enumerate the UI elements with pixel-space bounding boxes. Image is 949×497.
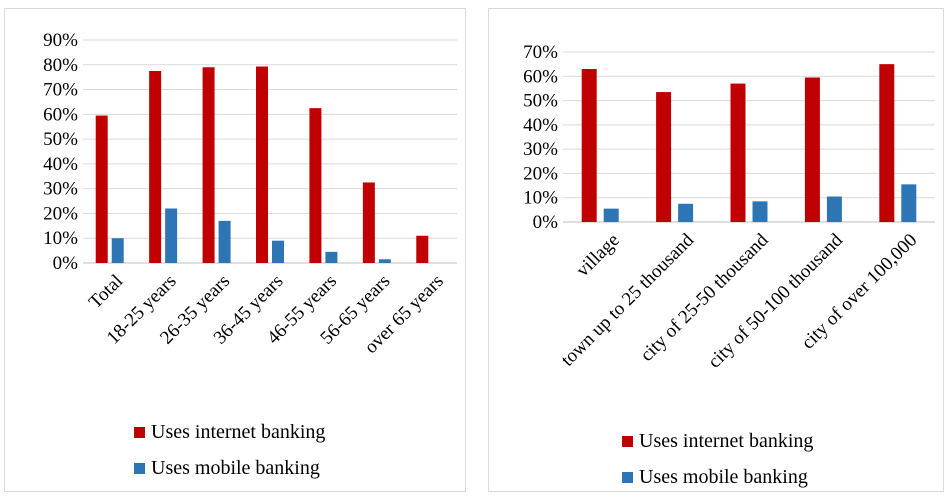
y-tick-label: 90% (43, 30, 78, 51)
legend-item-mobile: Uses mobile banking (622, 459, 813, 495)
legend-item-mobile: Uses mobile banking (134, 450, 325, 486)
legend-swatch-mobile (622, 471, 633, 483)
y-tick-label: 10% (523, 188, 558, 209)
y-tick-label: 0% (533, 212, 559, 233)
legend-label-mobile: Uses mobile banking (639, 465, 808, 488)
chart-panel-settlement: 0% 10% 20% 30% 40% 50% 60% 70% village town up to… (488, 8, 944, 492)
y-tick-label: 40% (523, 115, 558, 136)
bar-mobile-banking (325, 251, 338, 263)
bar-mobile-banking (378, 259, 391, 263)
bar-mobile-banking (272, 240, 284, 263)
chart-panel-age: 0% 10% 20% 30% 40% 50% 60% 70% 80% 90% Total 18-25 … (4, 8, 466, 492)
bar-internet-banking (416, 235, 429, 263)
y-tick-label: 40% (43, 154, 78, 175)
y-tick-label: 80% (43, 55, 78, 76)
y-tick-label: 20% (523, 163, 558, 184)
bar-internet-banking (256, 66, 268, 263)
x-tick-label: Total (85, 271, 127, 313)
x-tick-label: village (572, 230, 623, 281)
legend-label-internet: Uses internet banking (639, 429, 814, 452)
x-tick-label: city of 25-50 thousand (636, 229, 772, 365)
y-tick-label: 30% (43, 179, 78, 200)
y-tick-label: 20% (43, 203, 78, 224)
chart-age-svg: 0%10%20%30%40%50%60%70%80%90%Total18-25 … (43, 30, 457, 358)
bar-internet-banking (309, 108, 322, 263)
bar-internet-banking (879, 64, 895, 222)
bar-mobile-banking (901, 184, 917, 222)
y-tick-label: 70% (43, 80, 78, 101)
bar-internet-banking (656, 92, 672, 222)
legend-label-internet: Uses internet banking (151, 420, 326, 443)
bar-internet-banking (202, 67, 215, 263)
bar-internet-banking (581, 69, 597, 222)
bar-mobile-banking (678, 203, 694, 222)
legend-swatch-internet (134, 426, 145, 438)
legend-swatch-mobile (134, 462, 145, 474)
bar-mobile-banking (111, 238, 124, 263)
bar-internet-banking (149, 70, 162, 263)
y-tick-label: 50% (523, 91, 558, 112)
bar-mobile-banking (826, 196, 842, 222)
bar-internet-banking (362, 182, 375, 263)
legend-swatch-internet (622, 435, 633, 447)
legend-label-mobile: Uses mobile banking (151, 456, 320, 479)
y-tick-label: 10% (43, 228, 78, 249)
bar-mobile-banking (218, 220, 231, 263)
y-tick-label: 60% (43, 104, 78, 125)
x-tick-label: city of 50-100 thousand (704, 229, 847, 372)
x-tick-label: town up to 25 thousand (557, 229, 698, 370)
legend-item-internet: Uses internet banking (622, 423, 813, 459)
y-tick-label: 0% (53, 253, 79, 274)
y-tick-label: 50% (43, 129, 78, 150)
bar-internet-banking (804, 77, 820, 222)
legend-item-internet: Uses internet banking (134, 414, 325, 450)
legend-age: Uses internet banking Uses mobile bankin… (134, 414, 325, 486)
bar-mobile-banking (603, 208, 619, 222)
bar-mobile-banking (165, 208, 178, 263)
bar-mobile-banking (752, 201, 768, 222)
legend-settlement: Uses internet banking Uses mobile bankin… (622, 423, 813, 495)
bar-internet-banking (730, 83, 746, 222)
bar-internet-banking (95, 115, 108, 263)
y-tick-label: 60% (523, 66, 558, 87)
y-tick-label: 30% (523, 139, 558, 160)
y-tick-label: 70% (523, 42, 558, 63)
